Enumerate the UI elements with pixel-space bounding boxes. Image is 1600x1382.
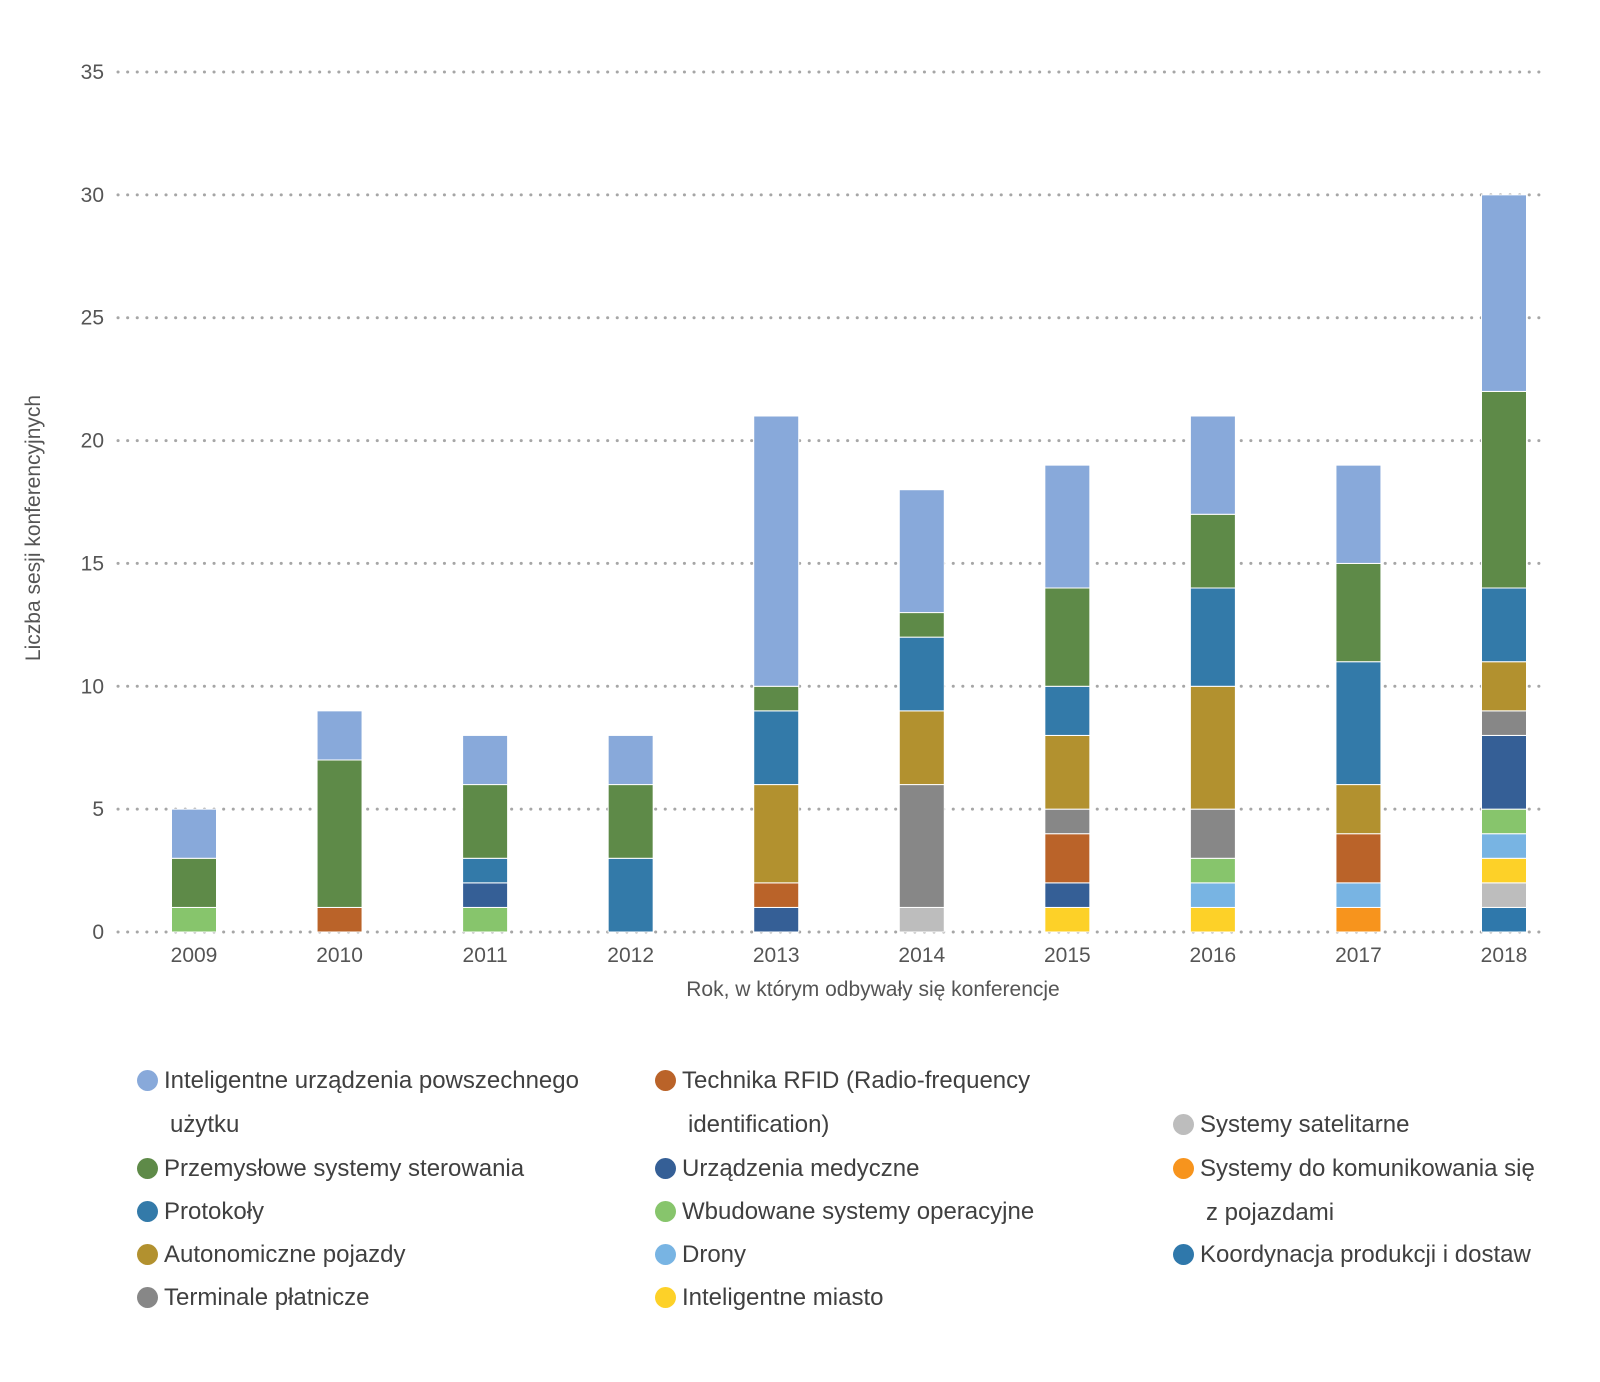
x-tick-label: 2014 [898, 944, 945, 967]
bar-segment [1481, 906, 1527, 933]
bar-segment [898, 636, 945, 712]
x-tick-label: 2012 [607, 944, 654, 967]
bar-segment [1335, 833, 1382, 884]
bar-segment [316, 759, 363, 908]
bar-segment [1189, 906, 1236, 933]
bar-segment [1044, 685, 1091, 736]
bar-segment [1044, 734, 1091, 810]
bar-segment [1189, 882, 1236, 908]
bar-segment [1044, 906, 1091, 933]
bar-segment [171, 906, 217, 933]
bar-segment [1189, 808, 1236, 859]
y-tick-label: 15 [81, 552, 104, 575]
bar-segment [898, 710, 945, 786]
y-tick-label: 5 [92, 798, 104, 821]
bar-segment [753, 882, 800, 908]
y-tick-label: 35 [81, 61, 104, 84]
bar-segment [1481, 710, 1527, 736]
bar-segment [1189, 587, 1236, 687]
bar-segment [1044, 587, 1091, 687]
y-tick-label: 0 [92, 921, 104, 944]
bar-segment [607, 734, 654, 786]
bar-segment [171, 808, 217, 859]
y-tick-label: 10 [81, 675, 104, 698]
bar-segment [898, 906, 945, 933]
bar-segment [1481, 587, 1527, 663]
tick-labels: 0 5 10 15 20 25 30 35 2009 2010 2011 2012 2013 2014 20… [81, 61, 1528, 967]
bar-segment [1335, 464, 1382, 564]
y-axis-title: Liczba sesji konferencyjnych [22, 395, 45, 661]
bar-segment [462, 857, 509, 884]
bar-segment [1335, 784, 1382, 835]
bar-segment [1189, 857, 1236, 884]
bar-segment [1335, 661, 1382, 786]
x-tick-label: 2017 [1335, 944, 1382, 967]
y-tick-label: 30 [81, 184, 104, 207]
bar-segment [462, 784, 509, 859]
x-axis-title: Rok, w którym odbywały się konferencje [686, 978, 1059, 1001]
bar-segment [462, 906, 509, 933]
bar-segment [753, 906, 800, 933]
bar-segment [1044, 808, 1091, 835]
bar-segment [753, 415, 800, 687]
gridlines [116, 70, 1547, 934]
bar-segment [898, 489, 945, 614]
bar-segment [1044, 464, 1091, 589]
x-tick-label: 2009 [171, 944, 218, 967]
bar-segment [1189, 685, 1236, 810]
bar-segment [1481, 882, 1527, 908]
y-tick-label: 25 [81, 307, 104, 330]
bars [171, 194, 1527, 933]
x-tick-label: 2010 [316, 944, 363, 967]
bar-segment [753, 685, 800, 712]
bar-segment [1335, 906, 1382, 933]
bar-segment [753, 710, 800, 786]
bar-segment [607, 857, 654, 933]
bar-segment [898, 612, 945, 638]
bar-segment [1335, 882, 1382, 908]
bar-segment [898, 784, 945, 908]
bar-segment [1189, 513, 1236, 589]
bar-segment [1044, 882, 1091, 908]
bar-segment [316, 906, 363, 933]
y-tick-label: 20 [81, 430, 104, 453]
bar-segment [1481, 808, 1527, 835]
x-tick-label: 2013 [753, 944, 800, 967]
bar-segment [1481, 833, 1527, 859]
bar-segment [1481, 194, 1527, 392]
bar-segment [462, 734, 509, 786]
bar-segment [1481, 390, 1527, 589]
bar-segment [316, 710, 363, 761]
x-tick-label: 2015 [1044, 944, 1091, 967]
bar-segment [1481, 734, 1527, 810]
bar-segment [171, 857, 217, 908]
bar-segment [1481, 661, 1527, 712]
x-tick-label: 2011 [463, 944, 508, 967]
bar-segment [753, 784, 800, 884]
bar-segment [1189, 415, 1236, 515]
x-tick-label: 2018 [1481, 944, 1528, 967]
bar-segment [1335, 562, 1382, 663]
bar-segment [1481, 857, 1527, 884]
x-tick-label: 2016 [1190, 944, 1237, 967]
bar-segment [462, 882, 509, 908]
bar-segment [1044, 833, 1091, 884]
bar-segment [607, 784, 654, 859]
